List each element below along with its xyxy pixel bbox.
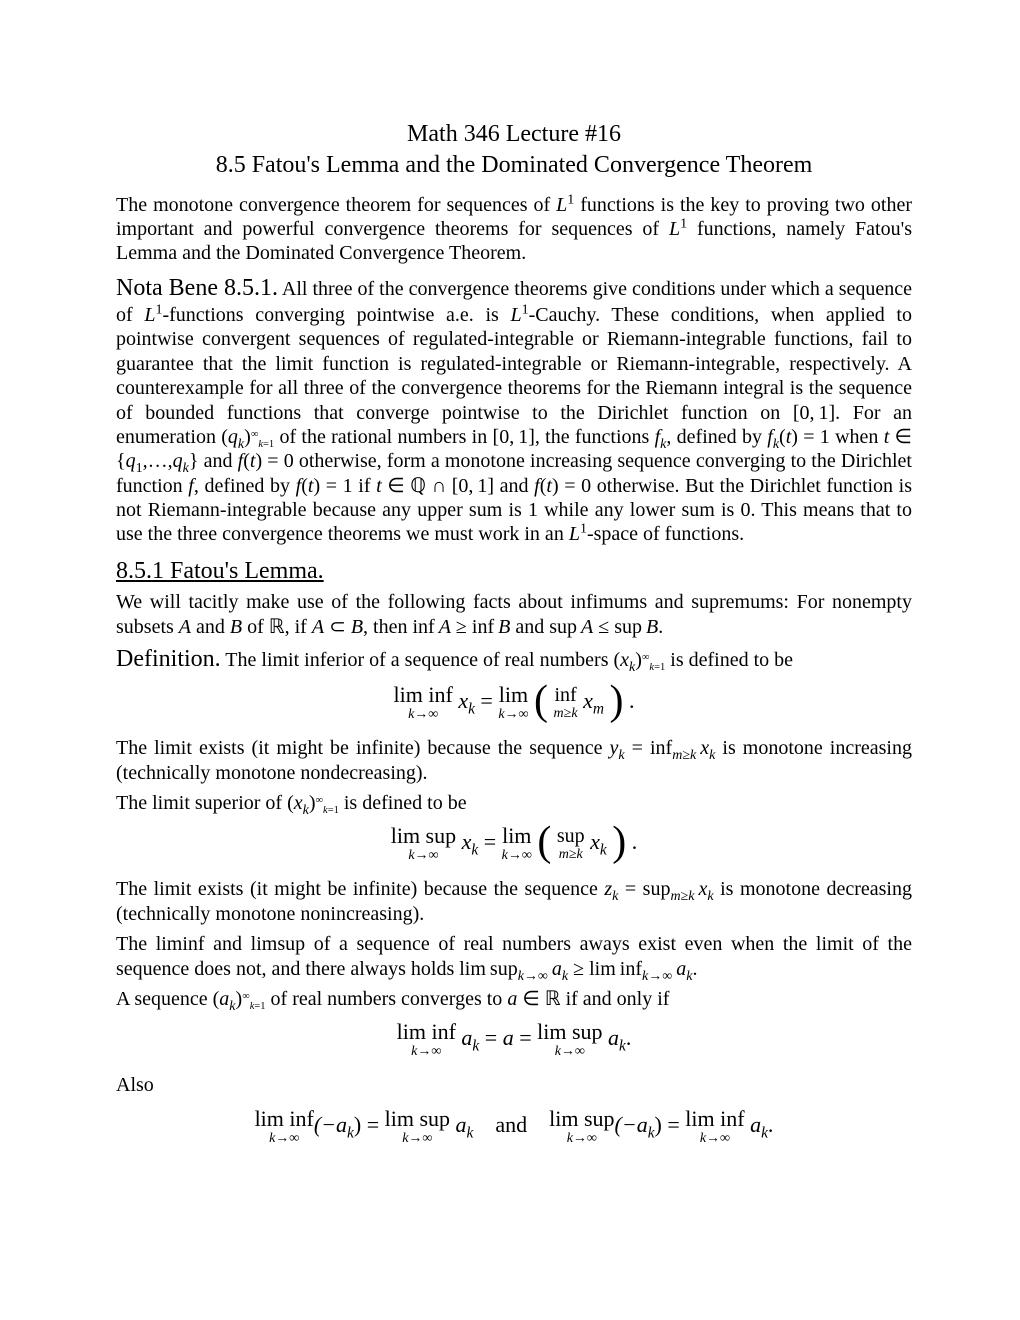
equation-limsup: lim supk→∞ xk = limk→∞ ( supm≥k xk ) . <box>116 825 912 863</box>
and: and <box>490 1112 533 1137</box>
nota-label: Nota Bene 8.5.1. <box>116 275 278 301</box>
equation-liminf: lim infk→∞ xk = limk→∞ ( infm≥k xm ) . <box>116 684 912 722</box>
equation-neg: lim infk→∞(−ak) = lim supk→∞ ak and lim … <box>116 1108 912 1146</box>
eq-period: . <box>632 829 638 854</box>
section-fatou: 8.5.1 Fatou's Lemma. <box>116 557 912 586</box>
nota-body: All three of the convergence theorems gi… <box>116 278 912 546</box>
converges-paragraph: A sequence (ak)∞k=1 of real numbers conv… <box>116 987 912 1011</box>
intro-paragraph: The monotone convergence theorem for seq… <box>116 193 912 266</box>
definition-paragraph: Definition. The limit inferior of a sequ… <box>116 645 912 674</box>
nota-bene: Nota Bene 8.5.1. All three of the conver… <box>116 274 912 547</box>
after-eq2: The limit exists (it might be infinite) … <box>116 877 912 926</box>
liminfsup-exist: The liminf and limsup of a sequence of r… <box>116 932 912 981</box>
after-eq1: The limit exists (it might be infinite) … <box>116 736 912 785</box>
page: Math 346 Lecture #16 8.5 Fatou's Lemma a… <box>0 0 1020 1320</box>
definition-label: Definition. <box>116 646 221 672</box>
limsup-intro: The limit superior of (xk)∞k=1 is define… <box>116 791 912 815</box>
lecture-subtitle: 8.5 Fatou's Lemma and the Dominated Conv… <box>116 151 912 180</box>
facts-paragraph: We will tacitly make use of the followin… <box>116 590 912 639</box>
equation-converge: lim infk→∞ ak = a = lim supk→∞ ak. <box>116 1021 912 1059</box>
eq-period: . <box>629 688 635 713</box>
definition-body: The limit inferior of a sequence of real… <box>225 649 793 671</box>
also: Also <box>116 1073 912 1097</box>
lecture-title: Math 346 Lecture #16 <box>116 120 912 149</box>
